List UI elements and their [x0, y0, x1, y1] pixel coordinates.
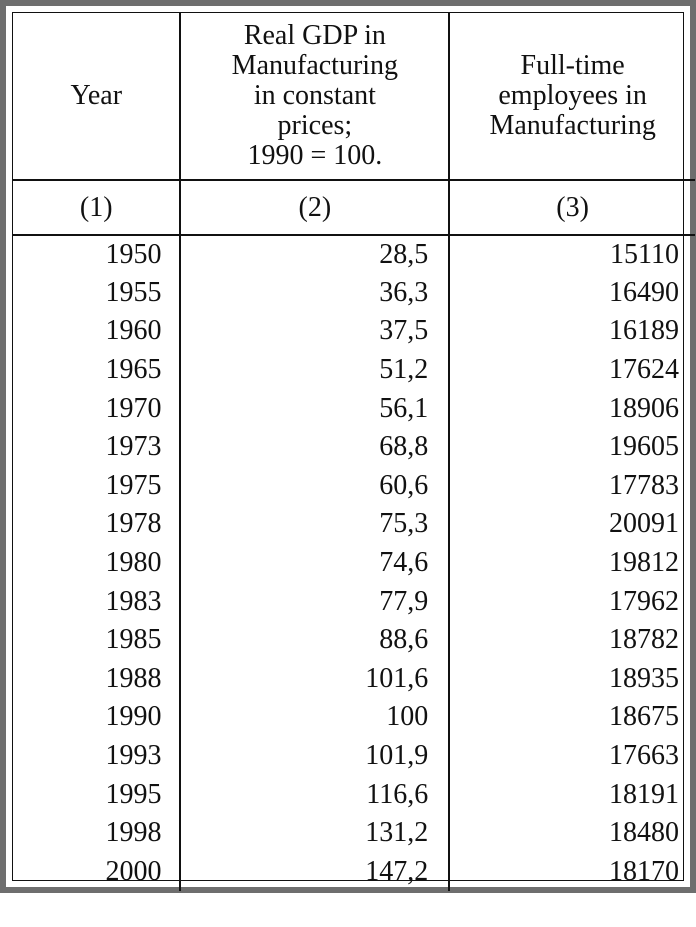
- cell-employees: 18170: [609, 855, 679, 887]
- table-row: 1983 77,9 17962: [13, 582, 695, 621]
- cell-employees: 20091: [609, 508, 679, 540]
- cell-real-gdp: 37,5: [180, 312, 451, 351]
- cell-year: 1965: [13, 350, 182, 390]
- cell-real-gdp: 116,6: [180, 775, 451, 814]
- table-row: 1955 36,3 16490: [13, 273, 695, 313]
- cell-year: 1998: [13, 813, 182, 853]
- cell-year: 1995: [13, 775, 182, 814]
- column-number-row: (1) (2) (3): [13, 180, 695, 236]
- cell-real-gdp: 77,9: [180, 582, 451, 621]
- cell-year: 1960: [13, 312, 182, 351]
- cell-employees: 17624: [609, 354, 679, 386]
- cell-real-gdp: 100: [180, 698, 451, 737]
- cell-employees: 15110: [610, 238, 679, 270]
- cell-year: 1983: [13, 582, 182, 621]
- cell-real-gdp: 88,6: [180, 620, 451, 660]
- table-frame: Year Real GDP in Manufacturing in consta…: [0, 0, 696, 893]
- cell-employees: 18906: [609, 392, 679, 424]
- header-real-gdp: Real GDP in Manufacturing in constant pr…: [180, 13, 451, 181]
- table-row: 1995 116,6 18191: [13, 775, 695, 814]
- cell-year: 1973: [13, 427, 182, 467]
- cell-year: 1955: [13, 273, 182, 313]
- cell-year: 1985: [13, 620, 182, 660]
- table-row: 1973 68,8 19605: [13, 427, 695, 467]
- table-row: 1985 88,6 18782: [13, 620, 695, 660]
- cell-year: 1950: [13, 235, 182, 274]
- cell-real-gdp: 131,2: [180, 813, 451, 853]
- cell-employees: 19812: [609, 547, 679, 579]
- cell-year: 1988: [13, 659, 182, 699]
- column-number-1: (1): [13, 180, 182, 236]
- column-number-3: (3): [449, 180, 695, 236]
- cell-real-gdp: 101,9: [180, 736, 451, 776]
- cell-real-gdp: 101,6: [180, 659, 451, 699]
- cell-year: 1975: [13, 466, 182, 506]
- cell-employees: 18480: [609, 817, 679, 849]
- header-row: Year Real GDP in Manufacturing in consta…: [13, 13, 695, 181]
- cell-employees: 17962: [609, 585, 679, 617]
- header-year: Year: [13, 13, 182, 181]
- table-row: 1975 60,6 17783: [13, 466, 695, 506]
- cell-employees: 18675: [609, 701, 679, 733]
- cell-employees: 16189: [609, 315, 679, 347]
- cell-real-gdp: 74,6: [180, 543, 451, 583]
- cell-employees: 19605: [609, 431, 679, 463]
- table-container: Year Real GDP in Manufacturing in consta…: [12, 12, 695, 892]
- cell-employees: 17783: [609, 469, 679, 501]
- table-row: 1970 56,1 18906: [13, 389, 695, 428]
- cell-year: 1990: [13, 698, 182, 737]
- cell-year: 1978: [13, 505, 182, 544]
- column-number-2: (2): [180, 180, 451, 236]
- table-row: 1978 75,3 20091: [13, 505, 695, 544]
- table-row: 1998 131,2 18480: [13, 813, 695, 853]
- cell-employees: 17663: [609, 740, 679, 772]
- table-row: 1980 74,6 19812: [13, 543, 695, 583]
- cell-real-gdp: 60,6: [180, 466, 451, 506]
- cell-real-gdp: 147,2: [180, 852, 451, 892]
- cell-real-gdp: 36,3: [180, 273, 451, 313]
- table-row: 1960 37,5 16189: [13, 312, 695, 351]
- cell-real-gdp: 28,5: [180, 235, 451, 274]
- cell-employees: 18935: [609, 662, 679, 694]
- cell-real-gdp: 56,1: [180, 389, 451, 428]
- cell-real-gdp: 51,2: [180, 350, 451, 390]
- cell-employees: 18782: [609, 624, 679, 656]
- cell-real-gdp: 68,8: [180, 427, 451, 467]
- cell-real-gdp: 75,3: [180, 505, 451, 544]
- header-employees: Full-time employees in Manufacturing: [449, 13, 695, 181]
- table-row: 1993 101,9 17663: [13, 736, 695, 776]
- cell-year: 2000: [13, 852, 182, 892]
- table-row: 1990 100 18675: [13, 698, 695, 737]
- cell-employees: 18191: [609, 778, 679, 810]
- cell-year: 1993: [13, 736, 182, 776]
- cell-year: 1980: [13, 543, 182, 583]
- table-body: 1950 28,5 15110 1955 36,3 16490 1960 37,5 16189 1…: [13, 235, 695, 892]
- data-table: Year Real GDP in Manufacturing in consta…: [13, 13, 695, 892]
- cell-year: 1970: [13, 389, 182, 428]
- table-row: 1950 28,5 15110: [13, 235, 695, 274]
- table-row: 2000 147,2 18170: [13, 852, 695, 892]
- cell-employees: 16490: [609, 276, 679, 308]
- table-row: 1988 101,6 18935: [13, 659, 695, 699]
- table-row: 1965 51,2 17624: [13, 350, 695, 390]
